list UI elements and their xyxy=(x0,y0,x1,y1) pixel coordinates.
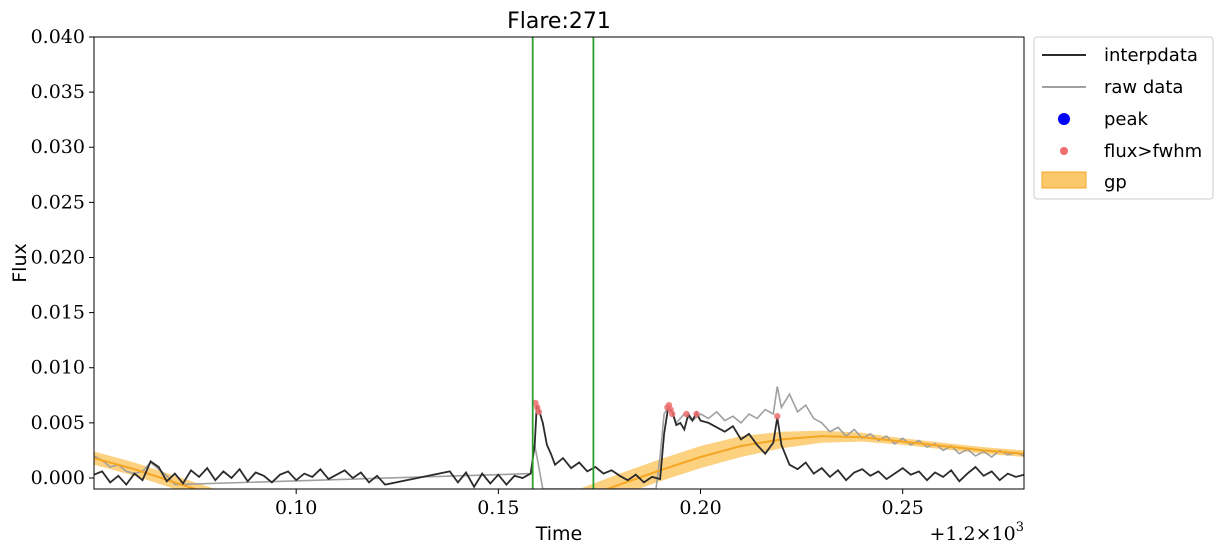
flux-fwhm-point xyxy=(693,410,700,418)
legend-label-peak: peak xyxy=(1104,109,1149,130)
x-tick-label: 0.15 xyxy=(477,497,519,519)
flux-fwhm-point xyxy=(535,408,542,415)
axes-frame xyxy=(93,36,1025,490)
x-offset-label: +1.2×103 xyxy=(929,520,1024,545)
chart-title: Flare:271 xyxy=(507,9,611,34)
x-tick-label: 0.25 xyxy=(882,497,924,519)
series-line-interpdata xyxy=(94,404,1024,489)
y-axis: 0.000 0.005 0.010 0.015 0.020 0.025 0.030 0.035… xyxy=(31,26,94,489)
flux-fwhm-point xyxy=(669,410,676,418)
y-tick-label: 0.025 xyxy=(31,191,85,213)
x-tick-label: 0.10 xyxy=(275,497,317,519)
y-tick-label: 0.030 xyxy=(31,136,85,158)
legend-swatch-peak xyxy=(1058,113,1070,125)
y-tick-label: 0.035 xyxy=(31,81,85,103)
series-line-raw-data xyxy=(94,386,1024,489)
legend-label-gp: gp xyxy=(1104,172,1127,193)
gp-mean-line xyxy=(94,435,1024,489)
y-tick-label: 0.015 xyxy=(31,302,85,324)
legend-swatch-gp xyxy=(1041,171,1087,189)
x-axis: 0.10 0.15 0.20 0.25 xyxy=(275,489,924,519)
legend-label-flux-fwhm: flux>fwhm xyxy=(1104,141,1202,162)
y-axis-label: Flux xyxy=(9,243,31,283)
y-tick-label: 0.005 xyxy=(31,412,85,434)
y-tick-label: 0.040 xyxy=(31,26,85,48)
x-axis-label: Time xyxy=(535,523,583,545)
x-tick-label: 0.20 xyxy=(679,497,721,519)
flux-fwhm-point xyxy=(683,410,690,418)
y-tick-label: 0.000 xyxy=(31,467,85,489)
legend-label-raw-data: raw data xyxy=(1104,77,1183,98)
y-tick-label: 0.010 xyxy=(31,357,85,379)
legend: interpdata raw data peak flux>fwhm gp xyxy=(1033,36,1214,200)
gp-confidence-band xyxy=(94,430,1024,489)
flux-fwhm-point xyxy=(774,413,781,420)
y-tick-label: 0.020 xyxy=(31,246,85,268)
legend-label-interpdata: interpdata xyxy=(1104,45,1198,66)
legend-swatch-flux-fwhm xyxy=(1060,147,1068,155)
legend-box xyxy=(1033,36,1214,200)
plot-area xyxy=(94,37,1024,489)
